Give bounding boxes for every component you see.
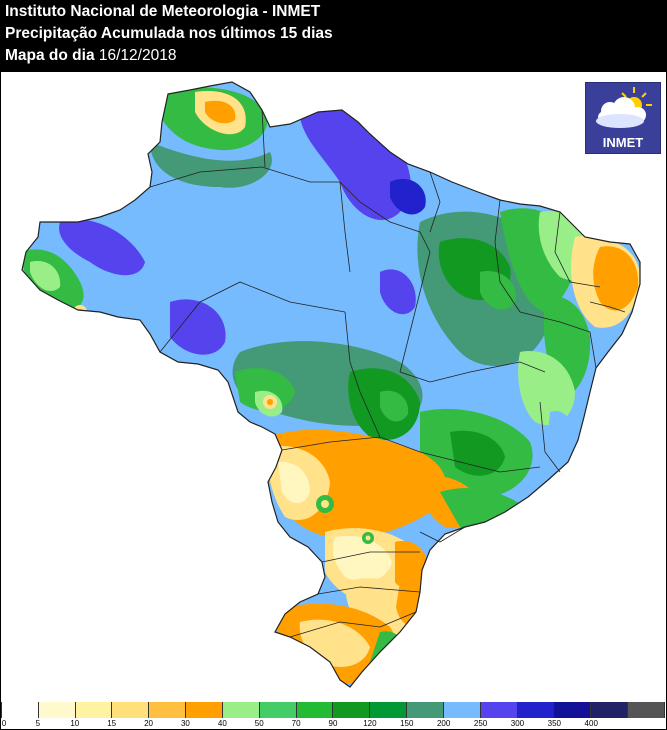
map-date-line: Mapa do dia 16/12/2018 [5, 46, 176, 66]
border-amazonas-para [339, 181, 351, 273]
legend-tick-label: 300 [510, 719, 525, 728]
legend-swatch [222, 702, 260, 718]
border-pernambuco [589, 301, 626, 313]
border-roraima [261, 109, 266, 168]
field-purple-tocantins [380, 269, 416, 315]
border-bahia-north [519, 311, 597, 369]
legend-tick-label: 0 [1, 719, 7, 728]
field-cream-ms [278, 461, 310, 504]
field-green-goias [380, 390, 409, 422]
legend-swatch [259, 702, 297, 718]
border-para-maranhao [429, 171, 441, 233]
legend-swatch [149, 702, 187, 718]
legend-tick-label: 400 [584, 719, 598, 728]
field-lightgreen-bahia [518, 351, 575, 426]
border-sc-rgs [289, 611, 417, 638]
legend-tick-label: 5 [35, 719, 41, 728]
field-lightgreen-acre [30, 261, 61, 292]
inmet-logo: INMET [585, 82, 661, 154]
legend-tick-label: 15 [107, 719, 117, 728]
field-green-piaui [480, 271, 516, 310]
brazil-precipitation-svg [21, 81, 641, 688]
border-sp-rj [419, 526, 466, 543]
legend-swatch [443, 702, 481, 718]
legend-swatch [38, 702, 76, 718]
legend-swatch [407, 702, 444, 718]
border-north [149, 166, 391, 223]
field-yellow-spot-ms [321, 500, 329, 508]
border-parana-sc [317, 586, 421, 595]
legend-tick-label: 200 [436, 719, 451, 728]
brazil-outline [21, 81, 641, 688]
precipitation-legend: 0 5 10 15 20 30 40 50 70 90 120 150 200 250 300 350 400 [0, 701, 667, 730]
legend-tick-label: 250 [473, 719, 488, 728]
legend-swatch [186, 702, 223, 718]
border-parana-sp [321, 551, 420, 563]
legend-swatch [628, 702, 665, 718]
legend-swatch [296, 702, 334, 718]
border-maranhao-piaui [494, 199, 521, 313]
legend-swatch [75, 702, 113, 718]
legend-tick-label: 150 [400, 719, 414, 728]
border-minas-south [419, 451, 541, 473]
legend-swatch [591, 702, 629, 718]
legend-color-bar [1, 702, 665, 718]
field-lightblue-es [548, 411, 573, 451]
field-teal-north [150, 142, 272, 188]
legend-tick-label: 10 [70, 719, 80, 728]
institution-title: Instituto Nacional de Meteorologia - INM… [5, 3, 321, 20]
legend-tick-label: 120 [363, 719, 377, 728]
legend-swatch [370, 702, 408, 718]
border-ms-goias [281, 436, 421, 453]
legend-tick-label: 90 [328, 719, 338, 728]
field-orange-spot-mt [267, 399, 273, 405]
map-date: 16/12/2018 [98, 47, 177, 64]
field-orange-rgn [593, 246, 639, 311]
legend-tick-label: 70 [291, 719, 301, 728]
state-borders [149, 109, 626, 638]
field-purple-rondonia [170, 299, 226, 355]
legend-swatch [112, 702, 150, 718]
field-yellow-spot-parana [365, 535, 371, 541]
field-purple-amazonas [59, 219, 145, 276]
legend-swatch [517, 702, 555, 718]
field-orange-parana-east [395, 541, 429, 591]
legend-tick-label: 20 [144, 719, 153, 728]
map-header: Instituto Nacional de Meteorologia - INM… [0, 0, 667, 72]
legend-tick-labels: 0 5 10 15 20 30 40 50 70 90 120 150 200 250 300 350 400 [0, 718, 667, 730]
field-darkblue-para [390, 178, 426, 215]
legend-swatch [333, 702, 371, 718]
border-para-tocantins [389, 221, 431, 373]
date-prefix: Mapa do dia [5, 47, 99, 64]
legend-tick-label: 50 [254, 719, 264, 728]
field-darkgreen-minas [450, 430, 505, 476]
legend-tick-label: 30 [180, 719, 190, 728]
border-ceara [554, 211, 601, 288]
precipitation-fields [22, 82, 640, 687]
legend-swatch [554, 702, 592, 718]
legend-tick-label: 350 [547, 719, 562, 728]
field-orange-roraima [205, 100, 236, 124]
logo-text: INMET [602, 135, 644, 150]
legend-tick-label: 40 [217, 719, 227, 728]
sun-cloud-icon [596, 87, 652, 128]
border-es [539, 401, 561, 473]
precipitation-map [0, 72, 667, 702]
legend-swatch [480, 702, 518, 718]
field-cream-parana [332, 535, 392, 582]
map-subtitle: Precipitação Acumulada nos últimos 15 di… [5, 25, 333, 42]
border-rondonia-mt [159, 281, 346, 353]
field-yellow-spot-acre [73, 305, 87, 319]
border-bahia-west [399, 361, 546, 383]
border-mt-goias [344, 311, 381, 438]
legend-swatch [1, 702, 39, 718]
